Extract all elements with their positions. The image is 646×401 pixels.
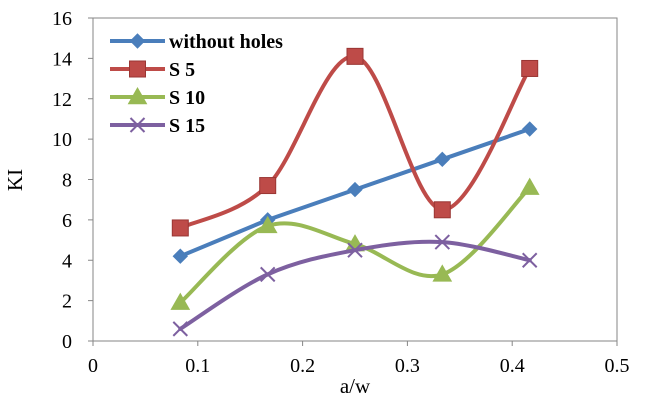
legend-item-s-15-label: S 15 <box>169 115 205 137</box>
series-s-15-point <box>434 234 451 250</box>
series-s-5-point <box>521 59 539 77</box>
y-tick-label: 2 <box>62 291 72 313</box>
legend-item-without-holes-label: without holes <box>169 31 283 53</box>
series-without-holes-point <box>521 121 538 137</box>
legend-item-s-15: S 15 <box>110 115 205 137</box>
ticks-layer: 0 2 4 6 8 10 12 14 16 0 0.1 0.2 0.3 0.4 0.5 <box>52 8 630 377</box>
legend-item-s-5-label: S 5 <box>169 59 195 81</box>
series-s-15-point <box>172 321 189 337</box>
y-tick-label: 14 <box>52 48 72 70</box>
series-without-holes <box>172 121 538 264</box>
y-tick-label: 10 <box>52 129 72 151</box>
legend-item-without-holes-marker <box>129 33 146 49</box>
series-s-10-point <box>170 292 191 310</box>
y-tick-label: 6 <box>62 210 72 232</box>
series-s-15-point <box>259 266 276 283</box>
x-tick-label: 0.4 <box>500 355 525 377</box>
series-s-15-point <box>347 242 363 258</box>
legend-item-s-10-marker <box>127 86 148 105</box>
series-without-holes-point <box>347 181 363 198</box>
series-s-15-point <box>521 252 538 268</box>
series-s-5 <box>171 47 539 237</box>
series-s-15-point-stroke <box>347 242 363 258</box>
series-s-10-point <box>432 264 453 282</box>
legend-item-s-15-marker <box>129 117 146 133</box>
legend-item-s-5-marker <box>129 60 146 78</box>
series-s-10-point <box>257 215 278 234</box>
series-without-holes-point <box>434 151 451 168</box>
series-s-15 <box>172 234 538 337</box>
y-tick-label: 0 <box>62 331 72 353</box>
x-axis-title: a/w <box>340 374 371 398</box>
x-tick-label: 0.3 <box>395 355 420 377</box>
series-s-5-point <box>171 219 189 237</box>
series-s-15-point-stroke <box>259 266 276 283</box>
series-s-15-point-stroke <box>434 234 451 250</box>
x-tick-label: 0.5 <box>605 355 630 377</box>
series-without-holes-point <box>172 248 189 264</box>
series-s-5-point <box>346 47 364 65</box>
series-s-5-point <box>433 201 451 219</box>
series-s-15-line <box>178 239 532 331</box>
series-s-15-point-stroke <box>172 321 189 337</box>
series-s-10-point <box>519 177 540 195</box>
legend-item-s-5: S 5 <box>110 59 195 81</box>
legend-item-without-holes: without holes <box>110 31 283 53</box>
series-s-5-point <box>259 177 277 195</box>
series-s-5-line <box>178 54 532 230</box>
legend: without holes S 5 S 10 S 15 <box>110 31 283 137</box>
series-s-10 <box>170 177 540 310</box>
legend-item-s-15-marker-stroke <box>129 117 146 133</box>
legend-item-s-10-label: S 10 <box>169 87 205 109</box>
series-layer <box>170 47 540 337</box>
y-axis-title: KI <box>3 169 27 191</box>
y-tick-label: 4 <box>62 250 72 272</box>
y-tick-label: 16 <box>52 8 72 30</box>
legend-item-s-10: S 10 <box>110 86 205 109</box>
x-tick-label: 0.2 <box>290 355 315 377</box>
x-tick-label: 0.1 <box>185 355 210 377</box>
y-tick-label: 12 <box>52 89 72 111</box>
series-s-15-point-stroke <box>521 252 538 268</box>
x-tick-label: 0 <box>88 355 98 377</box>
y-tick-label: 8 <box>62 170 72 192</box>
